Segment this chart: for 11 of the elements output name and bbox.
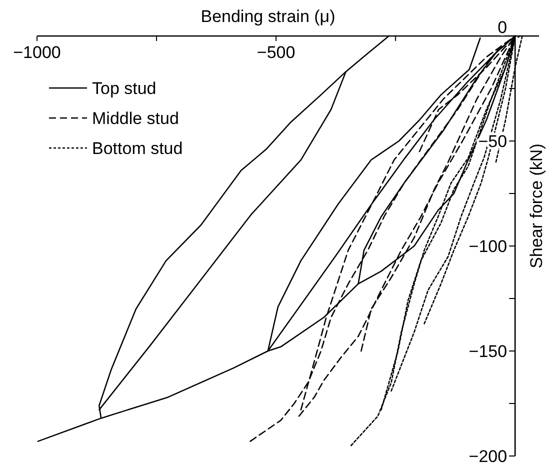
x-tick-label: −1000	[13, 43, 61, 62]
y-tick-label: −150	[468, 342, 508, 361]
y-tick-label: 0	[498, 18, 508, 37]
legend-label: Middle stud	[92, 109, 179, 128]
x-tick-label: −500	[256, 43, 296, 62]
y-tick-label: −200	[468, 447, 508, 466]
x-axis-title: Bending strain (μ)	[200, 7, 336, 26]
legend-label: Top stud	[92, 79, 156, 98]
y-axis-title: Shear force (kN)	[527, 144, 546, 268]
y-tick-label: −100	[468, 237, 508, 256]
legend-label: Bottom stud	[92, 139, 183, 158]
